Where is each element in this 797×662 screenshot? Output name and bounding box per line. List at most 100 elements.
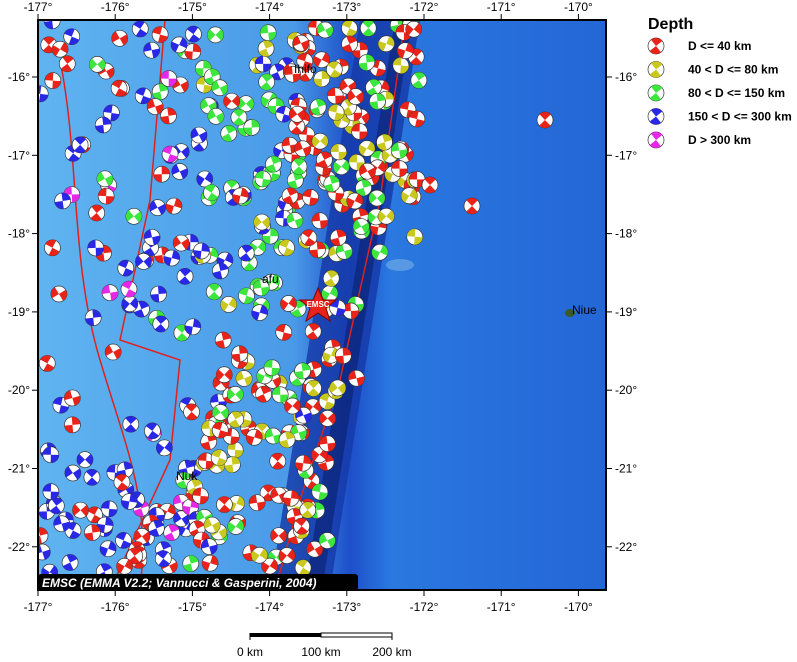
ball-wedge [413, 23, 422, 35]
ball-wedge [195, 68, 204, 77]
ball-wedge [59, 405, 69, 414]
beach-ball [408, 110, 426, 128]
beach-ball [351, 123, 368, 140]
beach-ball [212, 262, 229, 280]
beach-ball [311, 212, 329, 230]
ball-wedge [108, 508, 118, 517]
beach-ball [207, 26, 224, 44]
ball-wedge [376, 142, 387, 151]
ball-wedge [130, 491, 142, 500]
ball-wedge [313, 78, 322, 87]
ball-wedge [322, 167, 332, 176]
ball-wedge [105, 517, 114, 527]
ball-wedge [359, 42, 369, 51]
ball-wedge [173, 198, 182, 209]
ball-wedge [263, 63, 272, 72]
beach-ball [332, 158, 350, 176]
ball-wedge [258, 48, 270, 57]
beach-ball [341, 35, 358, 53]
beach-ball [156, 439, 173, 457]
beach-ball [252, 279, 270, 297]
ball-wedge [45, 239, 57, 248]
beach-ball [368, 189, 386, 207]
ball-wedge [102, 117, 112, 126]
beach-ball [214, 331, 232, 349]
place-label: Nuk [176, 469, 198, 483]
beach-ball [358, 140, 376, 157]
beach-ball [87, 239, 105, 257]
ball-wedge [406, 228, 416, 237]
beach-ball [243, 119, 261, 136]
ball-wedge [90, 212, 102, 221]
ball-wedge [386, 210, 395, 222]
ball-wedge [310, 107, 321, 116]
ball-wedge [179, 268, 192, 277]
beach-ball [322, 270, 340, 287]
lon-label: -176° [101, 0, 130, 14]
ball-wedge [649, 93, 661, 102]
ball-wedge [280, 394, 289, 403]
beach-ball [215, 366, 233, 384]
beach-ball [288, 105, 306, 123]
ball-wedge [302, 501, 314, 510]
ball-wedge [270, 173, 281, 182]
ball-wedge [409, 171, 418, 180]
ball-wedge [192, 318, 201, 329]
beach-ball [97, 187, 115, 205]
ball-wedge [301, 509, 313, 518]
beach-ball [227, 518, 245, 535]
beach-ball [319, 410, 336, 427]
ball-wedge [153, 520, 164, 529]
ball-wedge [71, 194, 80, 203]
ball-wedge [261, 286, 270, 296]
ball-wedge [255, 55, 264, 65]
ball-wedge [143, 42, 152, 52]
legend-label: 40 < D <= 80 km [688, 63, 778, 77]
beach-ball [63, 28, 81, 46]
ball-wedge [179, 37, 188, 49]
ball-wedge [167, 107, 177, 116]
ball-wedge [216, 457, 227, 466]
ball-wedge [63, 186, 72, 195]
ball-wedge [161, 166, 170, 175]
beach-ball [271, 386, 289, 404]
credit-box [38, 574, 358, 591]
ball-wedge [397, 176, 406, 188]
ball-wedge [171, 164, 180, 175]
ball-wedge [315, 99, 326, 108]
beach-ball [264, 427, 282, 445]
beach-ball [143, 41, 161, 59]
ball-wedge [329, 286, 338, 298]
ball-wedge [262, 235, 271, 245]
beach-ball [207, 107, 225, 125]
ball-wedge [405, 150, 414, 162]
ball-wedge [318, 491, 328, 500]
lat-label: -22° [8, 540, 30, 554]
ball-wedge [288, 296, 297, 309]
beach-ball [103, 104, 120, 122]
ball-wedge [173, 236, 182, 248]
ball-wedge [64, 390, 73, 401]
ball-wedge [272, 376, 281, 388]
ball-wedge [361, 179, 372, 188]
ball-wedge [147, 98, 156, 110]
ball-wedge [106, 67, 115, 79]
ball-wedge [290, 98, 301, 107]
ball-wedge [279, 239, 290, 248]
ball-wedge [74, 144, 86, 153]
ball-wedge [326, 270, 338, 279]
ball-wedge [296, 526, 308, 535]
ball-wedge [286, 549, 295, 561]
beach-ball [309, 98, 327, 116]
ball-wedge [160, 541, 171, 550]
ball-wedge [384, 171, 393, 182]
ball-wedge [261, 96, 270, 108]
ball-wedge [123, 461, 133, 470]
ball-wedge [362, 28, 375, 37]
ball-wedge [651, 84, 663, 93]
ball-wedge [104, 175, 113, 186]
ball-wedge [399, 168, 408, 177]
ball-wedge [44, 20, 54, 29]
ball-wedge [163, 255, 172, 266]
beach-ball [282, 489, 300, 507]
